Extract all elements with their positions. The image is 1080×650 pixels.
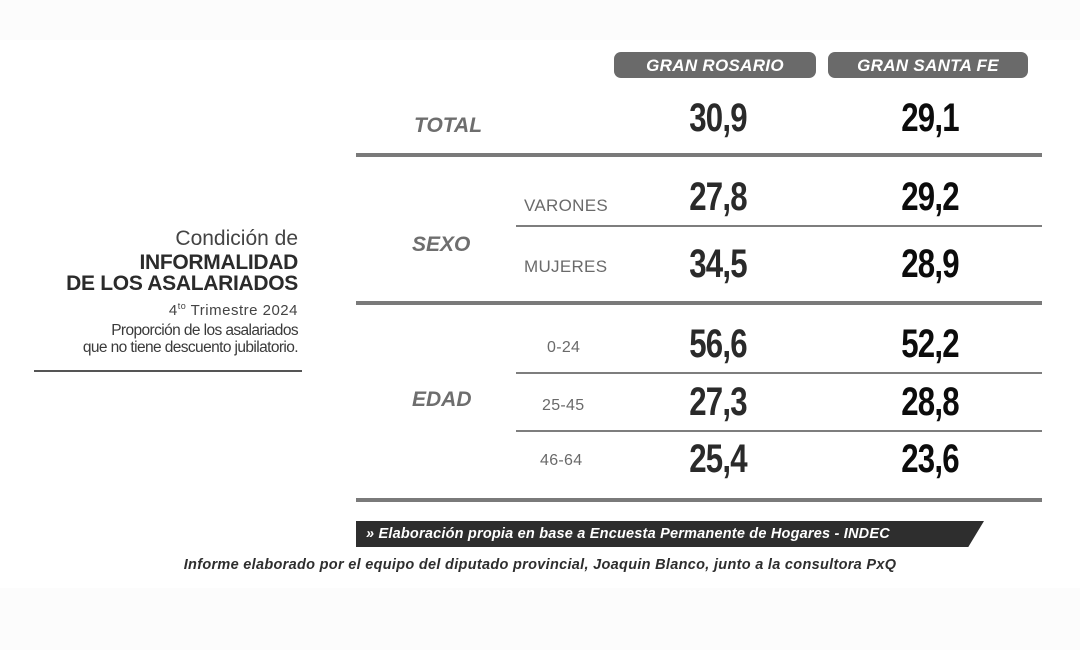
period-rest: Trimestre 2024 [186, 302, 298, 319]
value-total-rosario: 30,9 [689, 96, 747, 140]
value-total-santa-fe: 29,1 [901, 96, 959, 140]
group-label-edad: EDAD [412, 388, 472, 411]
credit-line: Informe elaborado por el equipo del dipu… [183, 557, 897, 573]
column-header-gran-rosario: GRAN ROSARIO [614, 52, 816, 78]
value-0-24-santa-fe: 52,2 [901, 322, 959, 366]
row-label-0-24: 0-24 [547, 339, 581, 356]
row-label-25-45: 25-45 [542, 397, 585, 414]
divider-edad-row-1 [516, 372, 1042, 374]
divider-sexo-row [516, 225, 1042, 227]
divider-sexo [356, 301, 1042, 305]
value-25-45-rosario: 27,3 [689, 380, 747, 424]
title-block: Condición de INFORMALIDAD DE LOS ASALARI… [34, 226, 298, 356]
column-header-gran-santa-fe: GRAN SANTA FE [828, 52, 1028, 78]
value-varones-santa-fe: 29,2 [901, 175, 959, 219]
divider-edad [356, 498, 1042, 502]
title-line-3: DE LOS ASALARIADOS [66, 272, 298, 295]
title-divider [34, 370, 302, 372]
source-note: » Elaboración propia en base a Encuesta … [356, 521, 984, 547]
period-number: 4 [168, 302, 178, 319]
value-25-45-santa-fe: 28,8 [901, 380, 959, 424]
period-suffix: to [177, 301, 187, 311]
row-label-varones: VARONES [524, 196, 608, 215]
bottom-band [0, 588, 1080, 650]
row-label-mujeres: MUJERES [524, 257, 608, 276]
value-46-64-santa-fe: 23,6 [901, 437, 959, 481]
description-line-1: Proporción de los asalariados [111, 322, 298, 339]
value-mujeres-rosario: 34,5 [689, 242, 747, 286]
value-mujeres-santa-fe: 28,9 [901, 242, 959, 286]
value-46-64-rosario: 25,4 [689, 437, 747, 481]
title-line-1: Condición de [175, 227, 298, 250]
group-label-total: TOTAL [414, 114, 483, 137]
divider-edad-row-2 [516, 430, 1042, 432]
divider-total [356, 153, 1042, 157]
top-band [0, 0, 1080, 40]
value-0-24-rosario: 56,6 [689, 322, 747, 366]
row-label-46-64: 46-64 [540, 452, 583, 469]
value-varones-rosario: 27,8 [689, 175, 747, 219]
title-line-2: INFORMALIDAD [139, 251, 298, 274]
description-line-2: que no tiene descuento jubilatorio. [82, 339, 299, 356]
period: 4to Trimestre 2024 [34, 295, 298, 322]
group-label-sexo: SEXO [412, 233, 471, 256]
